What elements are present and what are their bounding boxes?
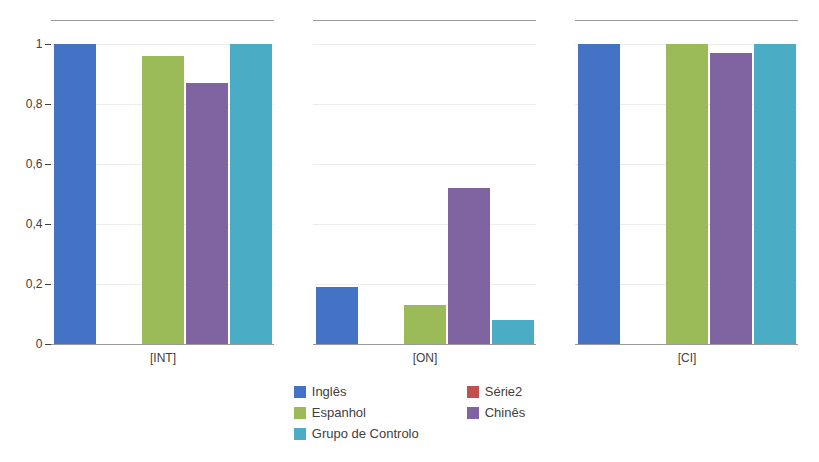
svg-text:[ON]: [ON]	[413, 351, 438, 365]
html-text:Inglês: Inglês	[311, 384, 347, 399]
svg-text:0,2: 0,2	[26, 277, 43, 291]
svg-text:[CI]: [CI]	[678, 351, 697, 365]
svg-text:0,4: 0,4	[26, 217, 43, 231]
html-text:Série2: Série2	[484, 384, 523, 399]
html-text:Grupo de Controlo: Grupo de Controlo	[311, 426, 419, 441]
svg-text:0,6: 0,6	[26, 157, 43, 171]
svg-text:0: 0	[36, 337, 43, 351]
svg-text:0,8: 0,8	[26, 97, 43, 111]
svg-text:1: 1	[36, 37, 43, 51]
html-text:Chinês: Chinês	[484, 405, 526, 420]
html-text:Espanhol: Espanhol	[311, 405, 366, 420]
svg-text:[INT]: [INT]	[150, 351, 176, 365]
